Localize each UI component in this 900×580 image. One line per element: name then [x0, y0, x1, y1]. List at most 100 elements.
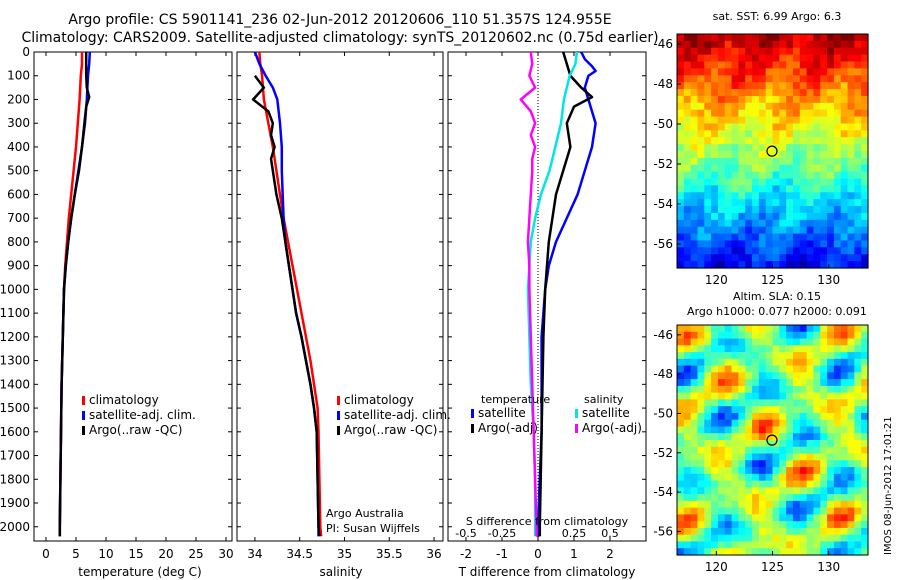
map-cell	[704, 151, 712, 159]
map-cell	[772, 185, 780, 193]
legend-label-climatology: climatology	[89, 393, 159, 407]
map-cell	[792, 157, 801, 166]
map-cell	[813, 460, 821, 468]
map-cell	[847, 541, 855, 549]
map-cell	[772, 412, 780, 421]
map-cell	[786, 399, 794, 407]
map-cell	[854, 500, 862, 509]
map-cell	[806, 102, 815, 111]
y-tick-label: 0	[22, 45, 30, 59]
map-cell	[792, 527, 801, 536]
map-cell	[752, 473, 760, 482]
map-cell	[717, 130, 726, 138]
map-cell	[861, 199, 869, 207]
map-cell	[745, 406, 753, 414]
map-cell	[731, 460, 739, 468]
map-cell	[745, 325, 753, 333]
series-line	[519, 51, 538, 537]
map-cell	[813, 331, 821, 340]
map-cell	[724, 331, 733, 340]
map-cell	[799, 487, 808, 495]
map-cell	[813, 226, 821, 235]
map-cell	[711, 61, 719, 70]
map-cell	[799, 419, 808, 428]
map-cell	[840, 473, 849, 482]
map-cell	[765, 507, 774, 516]
map-cell	[847, 392, 855, 401]
map-cell	[813, 68, 821, 76]
map-cell	[813, 178, 821, 187]
map-cell	[820, 541, 828, 549]
map-cell	[792, 89, 801, 97]
map-cell	[704, 500, 712, 509]
map-cell	[738, 372, 746, 380]
map-cell	[813, 548, 821, 556]
map-cell	[847, 261, 855, 269]
map-cell	[697, 185, 705, 193]
map-cell	[717, 514, 726, 522]
map-cell	[827, 541, 835, 549]
map-cell	[792, 534, 801, 543]
map-cell	[799, 358, 808, 367]
map-cell	[745, 123, 753, 131]
map-cell	[711, 446, 719, 455]
series-line	[536, 51, 597, 537]
map-cell	[765, 47, 774, 56]
map-cell	[745, 199, 753, 207]
map-cell	[758, 521, 767, 529]
map-cell	[806, 219, 815, 228]
difference-panel: -2 -1 0 1 2-0.5 -0.25 0 0.25 0.5	[447, 51, 647, 561]
map-cell	[683, 399, 692, 407]
map-cell	[765, 541, 774, 549]
map-cell	[779, 379, 787, 387]
map-cell	[697, 399, 705, 407]
map-cell	[697, 123, 705, 131]
map-cell	[820, 379, 828, 387]
map-cell	[677, 419, 685, 428]
map-cell	[677, 247, 685, 255]
map-cell	[758, 507, 767, 516]
map-cell	[745, 157, 753, 166]
map-cell	[683, 137, 692, 145]
map-cell	[745, 507, 753, 516]
map-cell	[704, 212, 712, 221]
y-tick-label: 1800	[0, 472, 30, 486]
map-cell	[840, 426, 849, 434]
map-cell	[772, 137, 780, 145]
map-cell	[792, 325, 801, 333]
map-cell	[724, 185, 733, 193]
map-cell	[717, 40, 726, 49]
map-cell	[786, 164, 794, 173]
map-cell	[840, 75, 849, 83]
map-cell	[827, 372, 835, 380]
map-cell	[813, 123, 821, 131]
map-cell	[717, 446, 726, 455]
map-cell	[752, 494, 760, 502]
map-cell	[854, 440, 862, 448]
map-cell	[717, 379, 726, 387]
map-cell	[786, 123, 794, 131]
map-cell	[792, 440, 801, 448]
map-cell	[738, 151, 746, 159]
map-cell	[806, 123, 815, 131]
map-cell	[786, 433, 794, 441]
map-cell	[813, 534, 821, 543]
map-cell	[758, 247, 767, 255]
map-cell	[731, 151, 739, 159]
map-cell	[711, 116, 719, 125]
map-cell	[738, 548, 746, 556]
map-cell	[738, 379, 746, 387]
map-cell	[854, 137, 862, 145]
map-cell	[840, 54, 849, 63]
map-cell	[690, 440, 699, 448]
map-cell	[717, 185, 726, 193]
map-cell	[861, 82, 869, 90]
map-cell	[717, 157, 726, 166]
map-cell	[799, 365, 808, 373]
map-cell	[772, 467, 780, 475]
map-cell	[765, 199, 774, 207]
map-cell	[799, 185, 808, 193]
map-cell	[683, 151, 692, 159]
map-cell	[861, 68, 869, 76]
map-cell	[711, 440, 719, 448]
